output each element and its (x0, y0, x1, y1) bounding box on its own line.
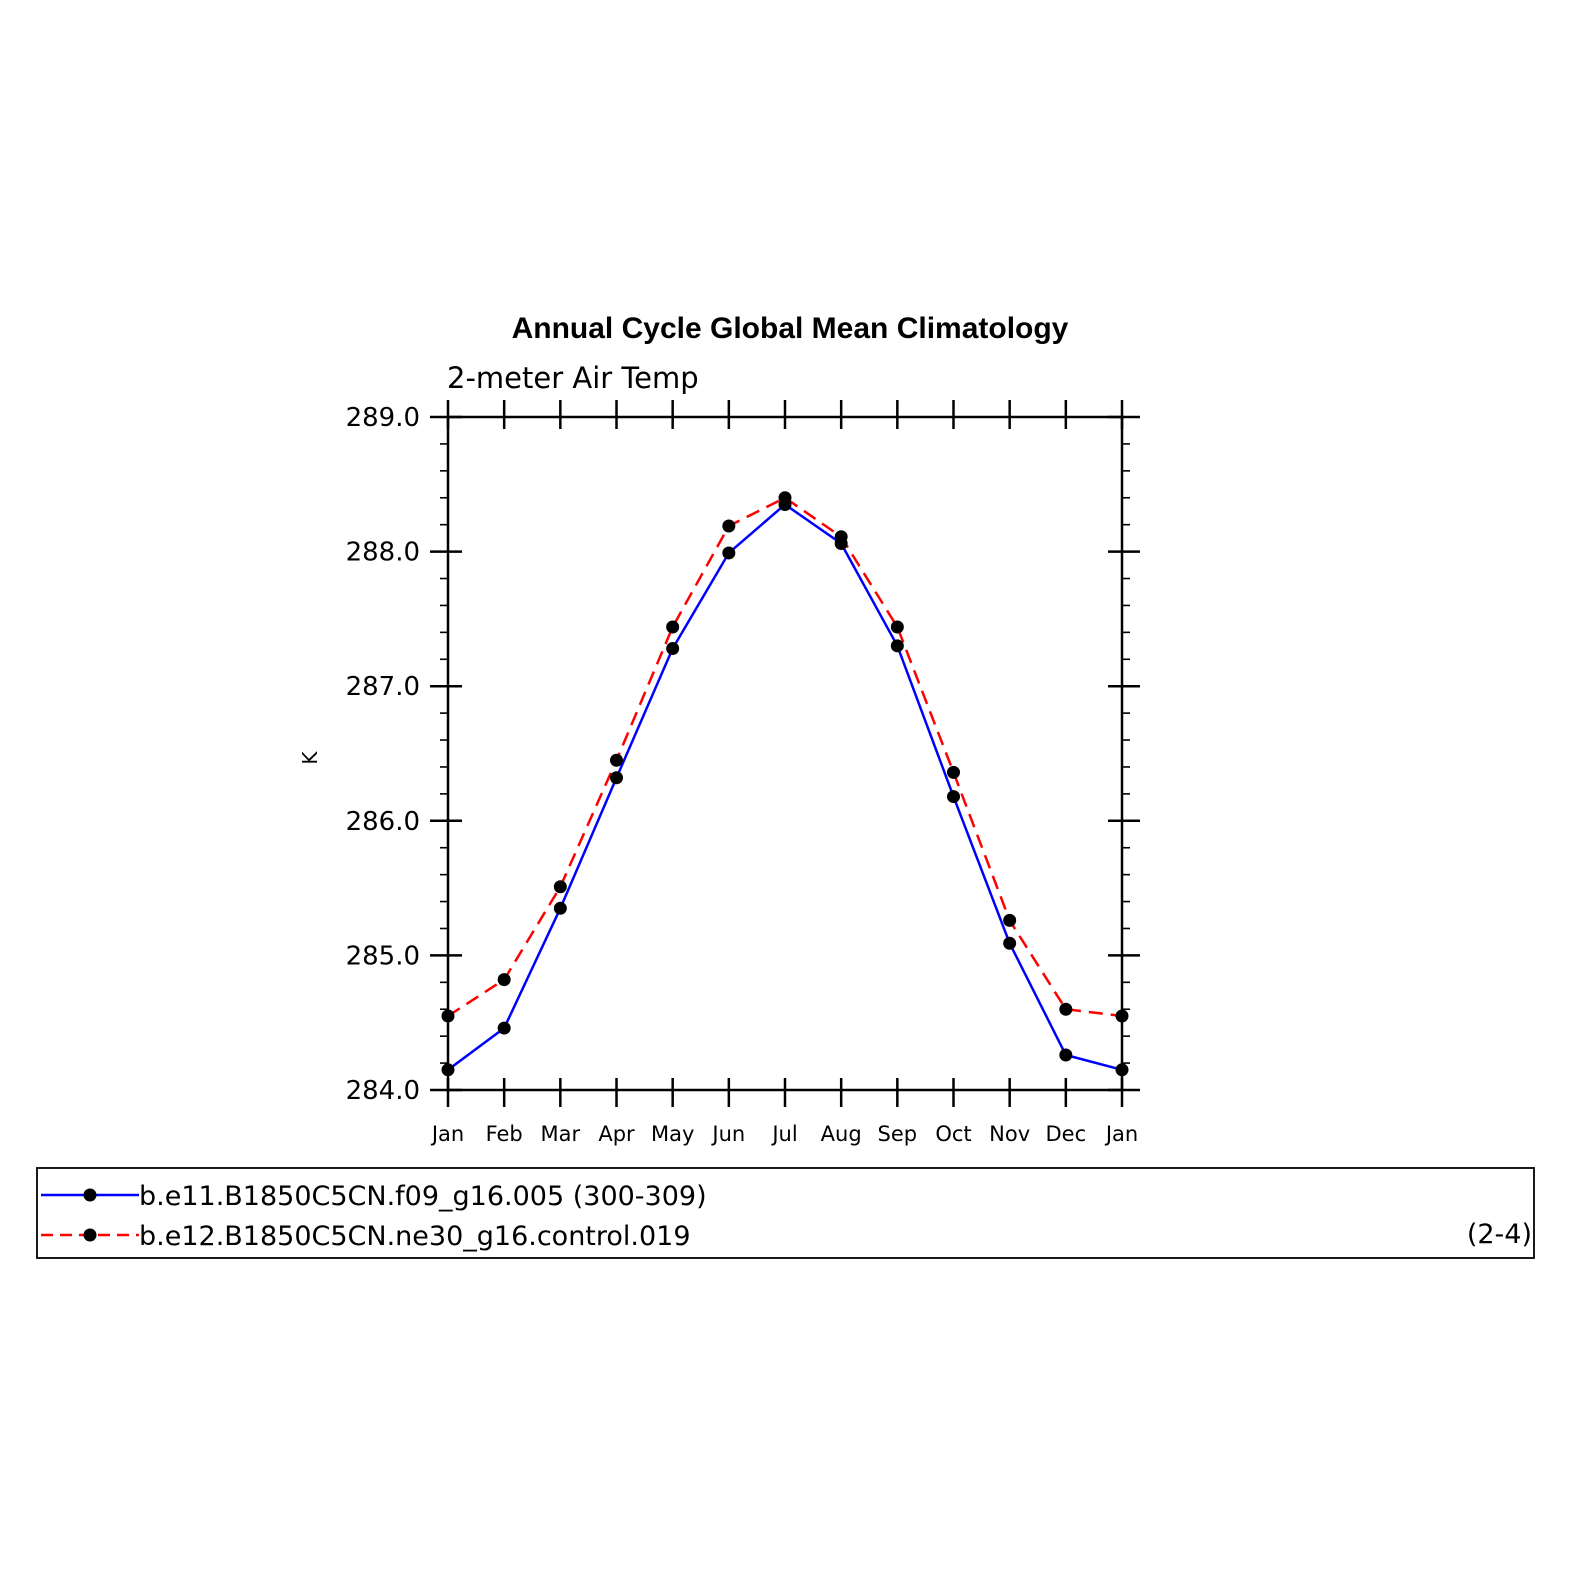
data-point-1 (890, 620, 904, 634)
data-point-1 (666, 620, 680, 634)
y-tick-label: 285.0 (346, 941, 420, 971)
chart-title: Annual Cycle Global Mean Climatology (512, 312, 1069, 345)
data-point-1 (1115, 1009, 1129, 1023)
y-tick-label: 289.0 (346, 403, 420, 433)
y-tick-label: 286.0 (346, 807, 420, 837)
x-tick-label: Feb (486, 1122, 523, 1146)
x-tick-label: Mar (541, 1122, 581, 1146)
data-point-1 (497, 973, 511, 987)
y-tick-label: 287.0 (346, 672, 420, 702)
x-tick-label: Jan (430, 1122, 464, 1146)
data-point-1 (778, 491, 792, 505)
legend: b.e11.B1850C5CN.f09_g16.005 (300-309) b.e… (36, 1167, 1535, 1259)
data-point-0 (890, 639, 904, 653)
legend-annotation: (2-4) (1467, 1219, 1532, 1250)
data-point-0 (1059, 1048, 1073, 1062)
data-point-1 (1003, 913, 1017, 927)
x-tick-label: Apr (598, 1122, 635, 1146)
x-tick-label: Oct (935, 1122, 971, 1146)
plot-frame (446, 415, 1124, 1092)
data-point-1 (722, 519, 736, 533)
legend-entries: b.e11.B1850C5CN.f09_g16.005 (300-309) b.e… (41, 1181, 707, 1252)
x-tick-label: Jun (710, 1122, 745, 1146)
y-tick-label: 288.0 (346, 538, 420, 568)
data-point-1 (553, 880, 567, 894)
data-point-1 (1059, 1002, 1073, 1016)
data-point-1 (610, 753, 623, 767)
legend-marker-1 (83, 1228, 97, 1242)
data-point-1 (834, 530, 848, 544)
data-point-0 (666, 642, 680, 656)
data-point-0 (441, 1063, 455, 1077)
y-tick-label: 284.0 (346, 1076, 420, 1106)
data-point-0 (1003, 936, 1017, 950)
data-point-0 (497, 1021, 511, 1035)
series-layer (441, 491, 1129, 1077)
legend-marker-0 (83, 1188, 97, 1202)
chart-subtitle: 2-meter Air Temp (447, 361, 699, 395)
x-tick-label: Jul (770, 1122, 797, 1146)
legend-label-1: b.e12.B1850C5CN.ne30_g16.control.019 (139, 1221, 691, 1252)
data-point-1 (441, 1009, 455, 1023)
series-line-0 (447, 503, 1123, 1072)
data-point-0 (610, 771, 623, 785)
data-point-0 (947, 790, 960, 804)
data-point-1 (947, 765, 960, 779)
x-tick-label: May (651, 1122, 694, 1146)
x-tick-label: Dec (1046, 1122, 1087, 1146)
y-axis-label: K (298, 751, 322, 765)
x-tick-label: Jan (1104, 1122, 1138, 1146)
data-point-0 (722, 546, 736, 560)
axes: Jan Feb Mar Apr May Jun Jul Aug Sep Oct Nov Dec Jan 2… (346, 400, 1140, 1146)
legend-box (36, 1167, 1535, 1259)
x-tick-label: Sep (878, 1122, 918, 1146)
data-point-0 (1115, 1063, 1129, 1077)
x-tick-label: Aug (821, 1122, 862, 1146)
x-tick-label: Nov (989, 1122, 1030, 1146)
data-point-0 (553, 901, 567, 915)
series-line-1 (447, 496, 1123, 1018)
legend-label-0: b.e11.B1850C5CN.f09_g16.005 (300-309) (139, 1181, 707, 1212)
